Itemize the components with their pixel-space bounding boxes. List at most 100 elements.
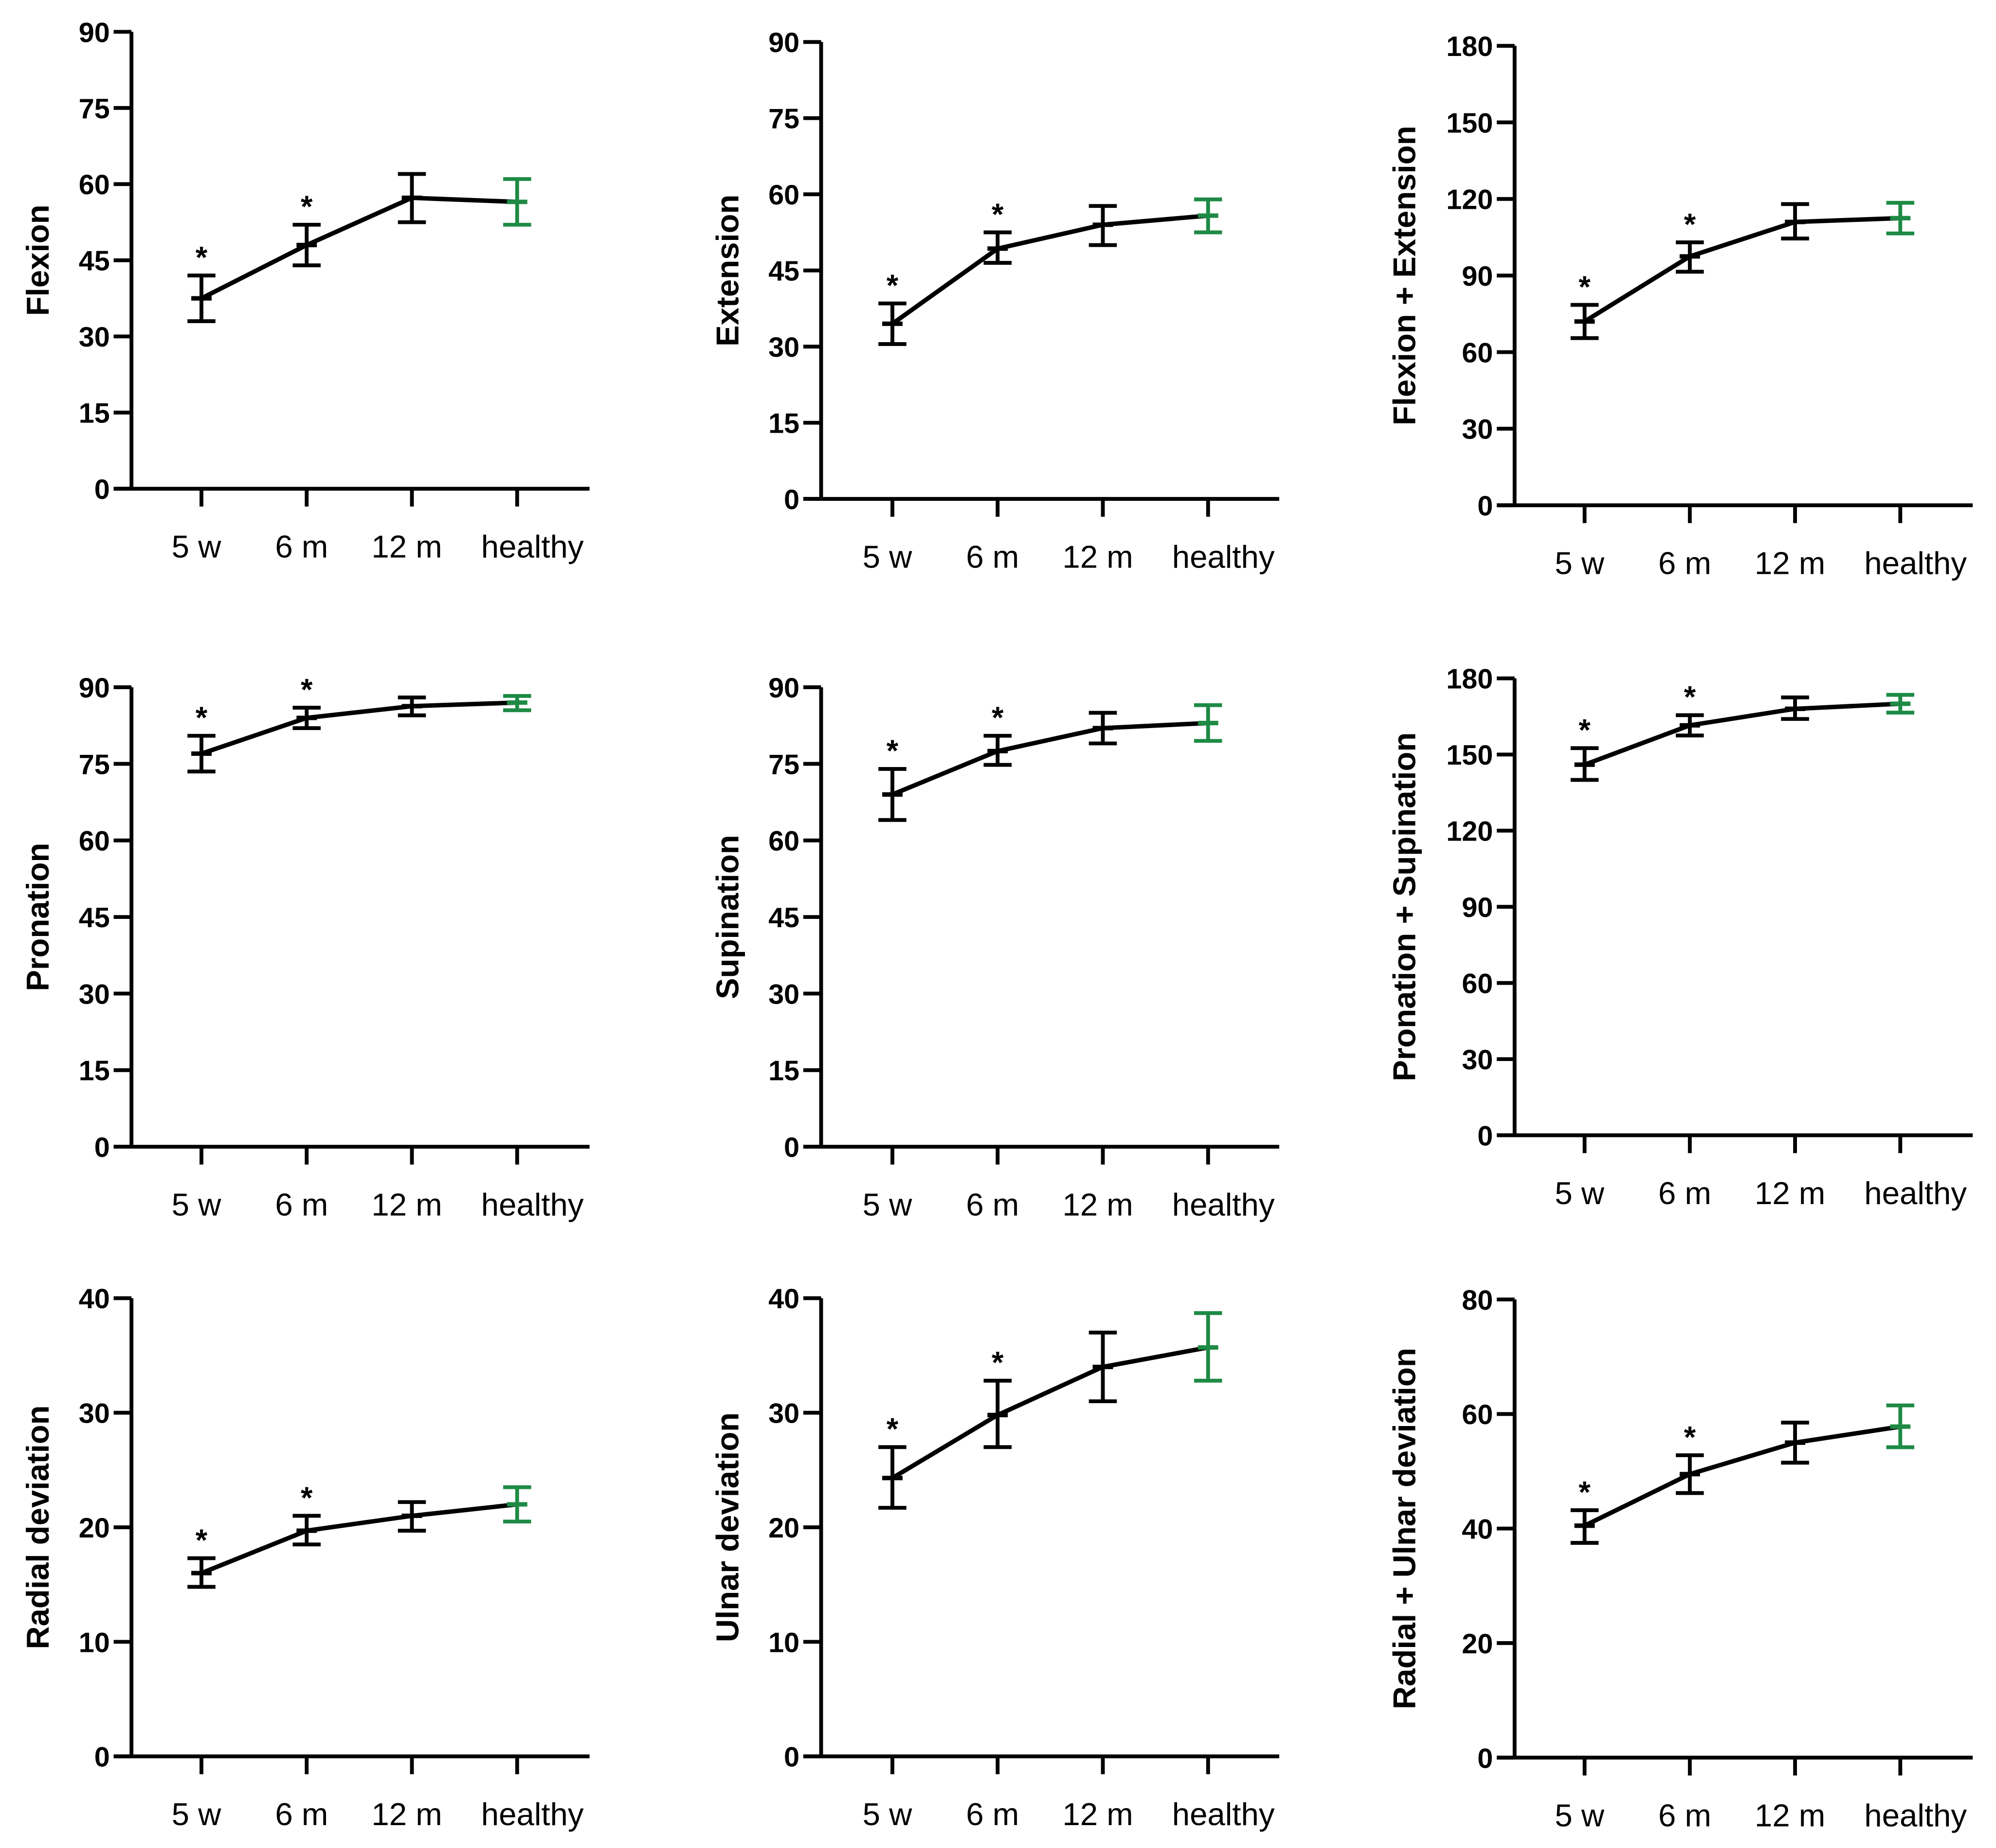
error-bar-6m [1676, 240, 1704, 274]
error-bar-6m [983, 1378, 1012, 1449]
y-tick-label: 30 [768, 332, 799, 363]
y-axis-label: Radial + Ulnar deviation [1387, 1348, 1422, 1709]
y-tick-label: 15 [79, 398, 110, 429]
significance-marker: * [1579, 270, 1591, 304]
significance-marker: * [1684, 1420, 1696, 1454]
series-line [891, 213, 1209, 326]
y-tick-label: 45 [768, 902, 799, 933]
significance-marker: * [301, 673, 313, 707]
chart-panel-5: 0 15 30 45 60 75 90 Supination 5 w 6 m 12 m healthy… [710, 673, 1279, 1222]
y-tick-label: 20 [1462, 1628, 1493, 1660]
x-tick-label: 12 m [371, 1187, 442, 1222]
significance-marker: * [992, 701, 1004, 735]
y-tick-label: 150 [1446, 108, 1493, 139]
x-tick-label: 12 m [1062, 539, 1133, 574]
x-tick-label: healthy [1172, 1796, 1275, 1832]
significance-marker: * [887, 269, 899, 303]
x-tick-label: healthy [1864, 545, 1967, 581]
y-tick-label: 10 [79, 1627, 110, 1658]
y-tick-label: 90 [768, 673, 799, 704]
y-tick-label: 15 [79, 1056, 110, 1087]
y-tick-label: 40 [768, 1283, 799, 1315]
error-bar-healthy [1194, 703, 1222, 743]
y-axis-label: Pronation + Supination [1387, 732, 1422, 1081]
error-bar-12m [1781, 1421, 1809, 1465]
x-tick-label: healthy [481, 529, 584, 564]
y-tick-label: 20 [768, 1513, 799, 1544]
x-tick-label: 6 m [966, 1187, 1019, 1222]
y-tick-label: 40 [79, 1283, 110, 1315]
series-line [1583, 216, 1901, 324]
y-tick-label: 0 [1477, 1743, 1493, 1774]
x-tick-label: healthy [1172, 539, 1275, 574]
y-tick-label: 10 [768, 1627, 799, 1658]
y-tick-label: 60 [1462, 337, 1493, 368]
error-bar-12m [398, 172, 426, 224]
chart-panel-7: 0 10 20 30 40 Radial deviation 5 w 6 m 12 m healt… [20, 1283, 590, 1832]
error-bar-5w [1570, 1508, 1599, 1545]
y-tick-label: 60 [768, 826, 799, 857]
significance-marker: * [992, 198, 1004, 232]
error-bar-healthy [1886, 201, 1915, 236]
y-tick-label: 90 [79, 673, 110, 704]
error-bar-5w [878, 1445, 907, 1510]
y-tick-label: 40 [1462, 1514, 1493, 1545]
y-tick-label: 180 [1446, 664, 1493, 695]
chart-panel-2: 0 15 30 45 60 75 90 Extension 5 w 6 m 12 m healthy *… [710, 27, 1279, 574]
error-bar-6m [1676, 1453, 1704, 1495]
x-tick-label: 6 m [1658, 1798, 1711, 1833]
error-bar-5w [1570, 303, 1599, 340]
y-tick-label: 15 [768, 1056, 799, 1087]
y-axis-label: Flexion + Extension [1387, 126, 1422, 425]
error-bar-5w [878, 767, 907, 822]
y-tick-label: 75 [79, 93, 110, 125]
y-tick-label: 180 [1446, 31, 1493, 62]
x-tick-label: healthy [481, 1796, 584, 1832]
x-tick-label: 12 m [1755, 1175, 1825, 1211]
error-bar-12m [1089, 711, 1117, 746]
series-line [1583, 701, 1901, 767]
x-tick-label: 6 m [966, 1796, 1019, 1832]
error-bar-12m [398, 1500, 426, 1533]
error-bar-5w [1570, 746, 1599, 782]
y-tick-label: 30 [1462, 414, 1493, 445]
error-bar-6m [983, 733, 1012, 767]
x-tick-label: 6 m [966, 539, 1019, 574]
y-tick-label: 0 [784, 1132, 799, 1163]
error-bar-12m [1089, 1330, 1117, 1404]
y-tick-label: 60 [1462, 1399, 1493, 1430]
y-tick-label: 0 [94, 474, 110, 505]
error-bar-healthy [1194, 1311, 1222, 1383]
y-tick-label: 60 [1462, 969, 1493, 1000]
y-tick-label: 45 [79, 246, 110, 277]
x-tick-label: 5 w [1555, 545, 1605, 581]
error-bar-healthy [503, 177, 531, 227]
significance-marker: * [887, 1412, 899, 1446]
y-axis-label: Radial deviation [20, 1405, 55, 1649]
chart-panel-3: 0 30 60 90 120 150 180 Flexion + Extension 5 w 6 … [1387, 31, 1973, 581]
y-tick-label: 75 [768, 749, 799, 780]
y-tick-label: 75 [768, 104, 799, 135]
y-tick-label: 30 [79, 322, 110, 353]
chart-panel-6: 0 30 60 90 120 150 180 Pronation + Supination 5 … [1387, 664, 1973, 1211]
significance-marker: * [1579, 714, 1591, 748]
x-tick-label: 5 w [863, 1187, 913, 1222]
significance-marker: * [196, 1523, 208, 1557]
y-tick-label: 30 [768, 1398, 799, 1429]
y-tick-label: 60 [79, 169, 110, 201]
error-bar-healthy [1194, 197, 1222, 235]
series-line [891, 720, 1208, 797]
significance-marker: * [992, 1346, 1004, 1380]
x-tick-label: 6 m [275, 1796, 328, 1832]
significance-marker: * [196, 240, 208, 274]
significance-marker: * [1684, 680, 1696, 714]
error-bar-healthy [1886, 693, 1915, 715]
error-bar-6m [292, 1514, 321, 1547]
y-tick-label: 120 [1446, 816, 1493, 847]
y-tick-label: 90 [768, 27, 799, 58]
y-axis-label: Supination [710, 835, 745, 999]
chart-panel-8: 0 10 20 30 40 Ulnar deviation 5 w 6 m 12 m health… [710, 1283, 1279, 1832]
error-bar-healthy [503, 1485, 531, 1524]
x-tick-label: 5 w [863, 1796, 913, 1832]
x-tick-label: healthy [1864, 1175, 1967, 1211]
